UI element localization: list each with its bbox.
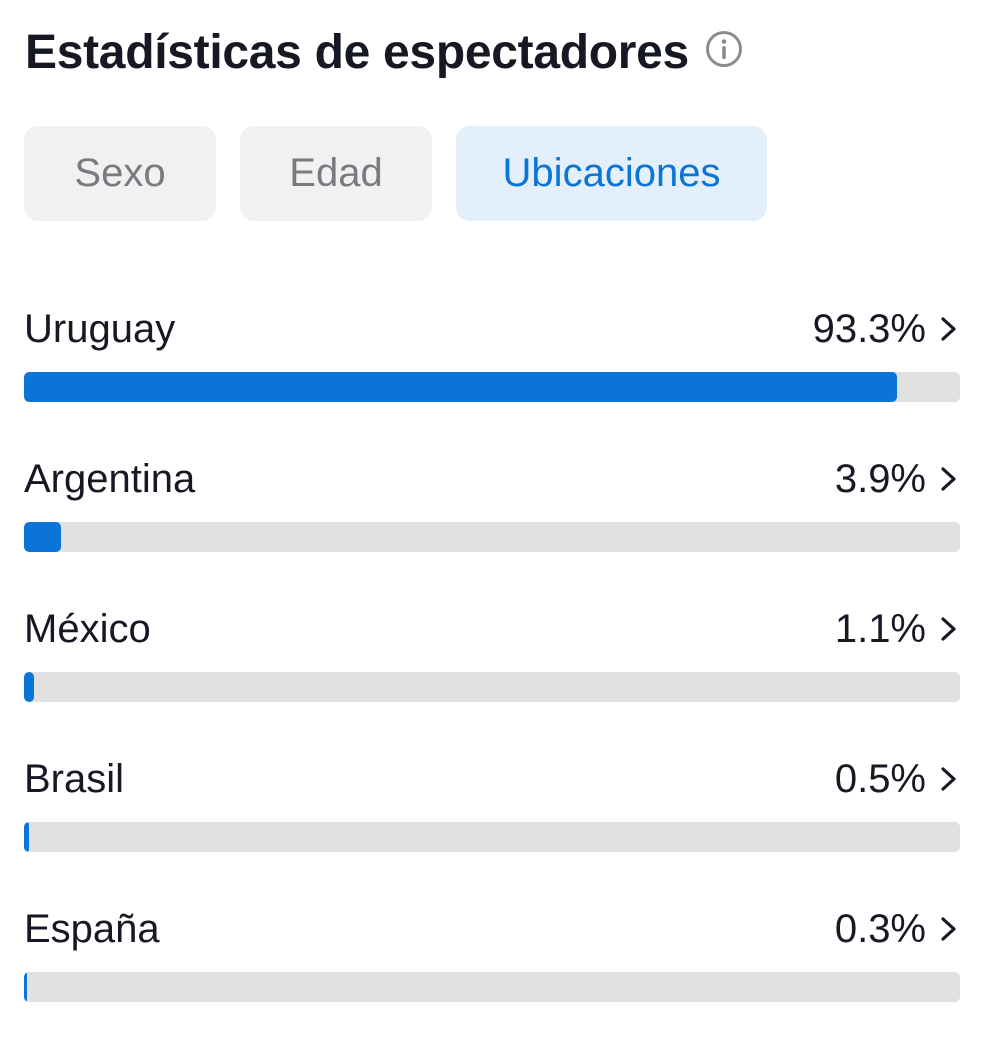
stats-tabs: Sexo Edad Ubicaciones bbox=[24, 126, 767, 221]
percent-value: 0.3% bbox=[834, 906, 926, 951]
location-row[interactable]: Brasil 0.5% bbox=[24, 750, 960, 900]
location-row[interactable]: México 1.1% bbox=[24, 600, 960, 750]
tab-label: Ubicaciones bbox=[502, 151, 721, 195]
progress-fill bbox=[24, 522, 61, 552]
page-title: Estadísticas de espectadores bbox=[25, 25, 689, 79]
tab-label: Edad bbox=[289, 151, 383, 195]
progress-track bbox=[24, 672, 960, 702]
percent-value: 93.3% bbox=[812, 306, 926, 351]
tab-sexo[interactable]: Sexo bbox=[24, 126, 216, 221]
progress-fill bbox=[24, 972, 27, 1002]
country-name: Brasil bbox=[24, 756, 125, 801]
country-name: Uruguay bbox=[24, 306, 176, 351]
progress-fill bbox=[24, 822, 29, 852]
location-row-header[interactable]: España 0.3% bbox=[24, 900, 960, 958]
location-row[interactable]: Argentina 3.9% bbox=[24, 450, 960, 600]
progress-track bbox=[24, 522, 960, 552]
percent-group: 1.1% bbox=[835, 607, 960, 652]
progress-track bbox=[24, 972, 960, 1002]
viewer-stats-header: Estadísticas de espectadores bbox=[25, 22, 743, 82]
progress-track bbox=[24, 822, 960, 852]
chevron-right-icon bbox=[938, 764, 960, 794]
location-row[interactable]: España 0.3% bbox=[24, 900, 960, 1050]
percent-group: 93.3% bbox=[813, 307, 960, 352]
progress-fill bbox=[24, 672, 35, 702]
location-list: Uruguay 93.3% Argentina 3.9% bbox=[24, 300, 960, 1050]
tab-ubicaciones[interactable]: Ubicaciones bbox=[456, 126, 767, 221]
percent-value: 3.9% bbox=[834, 456, 926, 501]
country-name: España bbox=[24, 906, 160, 951]
location-row-header[interactable]: Brasil 0.5% bbox=[24, 750, 960, 808]
info-icon[interactable] bbox=[705, 30, 743, 68]
percent-value: 0.5% bbox=[834, 756, 926, 801]
country-name: México bbox=[24, 606, 151, 651]
country-name: Argentina bbox=[24, 456, 196, 501]
tab-label: Sexo bbox=[74, 151, 166, 195]
chevron-right-icon bbox=[938, 614, 960, 644]
chevron-right-icon bbox=[938, 914, 960, 944]
progress-track bbox=[24, 372, 960, 402]
percent-group: 0.3% bbox=[835, 907, 960, 952]
percent-group: 0.5% bbox=[835, 757, 960, 802]
location-row-header[interactable]: México 1.1% bbox=[24, 600, 960, 658]
progress-fill bbox=[24, 372, 898, 402]
location-row-header[interactable]: Uruguay 93.3% bbox=[24, 300, 960, 358]
tab-edad[interactable]: Edad bbox=[240, 126, 432, 221]
location-row[interactable]: Uruguay 93.3% bbox=[24, 300, 960, 450]
chevron-right-icon bbox=[938, 314, 960, 344]
location-row-header[interactable]: Argentina 3.9% bbox=[24, 450, 960, 508]
percent-value: 1.1% bbox=[834, 606, 926, 651]
percent-group: 3.9% bbox=[835, 457, 960, 502]
chevron-right-icon bbox=[938, 464, 960, 494]
